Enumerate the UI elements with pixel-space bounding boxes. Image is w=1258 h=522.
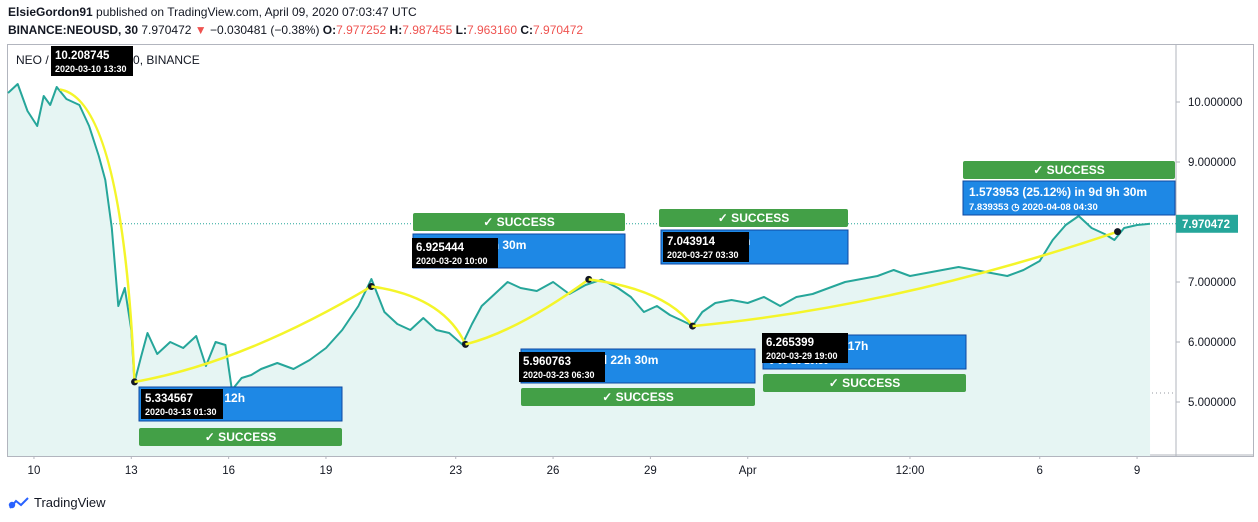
price-tag-high-time: 2020-03-10 13:30 [55,64,127,74]
last-price-badge [1176,214,1238,233]
success-badge-4-label: ✓ SUCCESS [718,211,789,225]
price-tag-5 [762,333,848,363]
projection-curve [588,278,694,327]
last-price-badge-label: 7.970472 [1182,219,1230,231]
success-badge-6-label: ✓ SUCCESS [1033,163,1104,177]
x-tick-label: 12:00 [896,465,925,477]
projection-curve [134,285,373,384]
footer-brand[interactable]: TradingView [34,495,106,510]
x-tick-label: 6 [1037,465,1043,477]
y-tick-label: 10.000000 [1188,97,1242,109]
price-tag-4-price: 7.043914 [667,236,716,248]
success-badge-2-label: ✓ SUCCESS [483,215,554,229]
price-tag-4 [663,232,749,262]
y-tick-label: 5.000000 [1188,397,1236,409]
success-badge-1 [139,428,342,446]
price-tag-5-time: 2020-03-29 19:00 [766,351,838,361]
price-tag-3-price: 5.960763 [523,356,571,368]
price-tag-2 [412,238,498,268]
projection-curve [465,278,590,346]
success-badge-1-label: ✓ SUCCESS [205,430,276,444]
symbol-line: BINANCE:NEOUSD, 30 7.970472 ▼ −0.030481 … [8,23,583,37]
success-badge-3-label: ✓ SUCCESS [602,390,673,404]
projection-curve [59,88,136,382]
publish-line: ElsieGordon91 published on TradingView.c… [8,5,417,19]
stats-box-6-stats: 1.573953 (25.12%) in 9d 9h 30m [969,185,1147,199]
y-tick-label: 7.000000 [1188,277,1236,289]
projection-curve [371,285,467,345]
x-tick-label: 9 [1134,465,1140,477]
projection-point [1114,228,1122,236]
high-value: 7.987455 [402,23,453,37]
x-tick-label: 10 [28,465,41,477]
success-badge-4 [659,209,848,227]
high-label: H: [389,23,403,37]
tradingview-logo-icon [8,496,29,509]
chart-title: NEO / [16,53,49,67]
author-name[interactable]: ElsieGordon91 [8,5,93,19]
x-tick-label: Apr [739,465,757,477]
footer: TradingView [8,495,106,510]
price-tag-5-price: 6.265399 [766,337,814,349]
stats-box-6-date: 7.839353 ◷ 2020-04-08 04:30 [969,202,1098,213]
low-value: 7.963160 [466,23,517,37]
publish-info: published on TradingView.com, April 09, … [96,5,417,19]
success-badge-6 [963,161,1175,179]
price-tag-3-time: 2020-03-23 06:30 [523,370,595,380]
y-tick-label: 9.000000 [1188,157,1236,169]
price-tag-2-price: 6.925444 [416,242,465,254]
success-badge-5 [763,374,966,392]
price-tag-low-1-price: 5.334567 [145,393,193,405]
stats-box-6 [962,180,1176,216]
success-badge-2 [413,213,625,231]
price-tag-3 [519,352,605,382]
x-tick-label: 29 [644,465,657,477]
price-change: −0.030481 (−0.38%) [210,23,320,37]
symbol-name: BINANCE:NEOUSD, 30 [8,23,139,37]
x-tick-label: 16 [222,465,235,477]
projection-curve [692,230,1119,328]
success-badge-3 [521,388,755,406]
price-tag-low-1 [141,389,223,419]
price-tag-low-1-time: 2020-03-13 01:30 [145,407,217,417]
x-tick-label: 19 [320,465,333,477]
success-badge-5-label: ✓ SUCCESS [829,376,900,390]
price-tag-high [51,46,133,76]
y-tick-label: 6.000000 [1188,337,1236,349]
x-tick-label: 13 [125,465,138,477]
price-tag-2-time: 2020-03-20 10:00 [416,256,488,266]
chart-frame[interactable] [7,44,1254,457]
open-value: 7.977252 [336,23,387,37]
close-label: C: [520,23,534,37]
open-label: O: [322,23,337,37]
down-arrow-icon: ▼ [194,23,207,37]
x-tick-label: 23 [449,465,462,477]
x-tick-label: 26 [547,465,560,477]
last-price: 7.970472 [141,23,192,37]
price-tag-high-price: 10.208745 [55,50,110,62]
price-tag-4-time: 2020-03-27 03:30 [667,250,739,260]
low-label: L: [455,23,467,37]
close-value: 7.970472 [533,23,584,37]
